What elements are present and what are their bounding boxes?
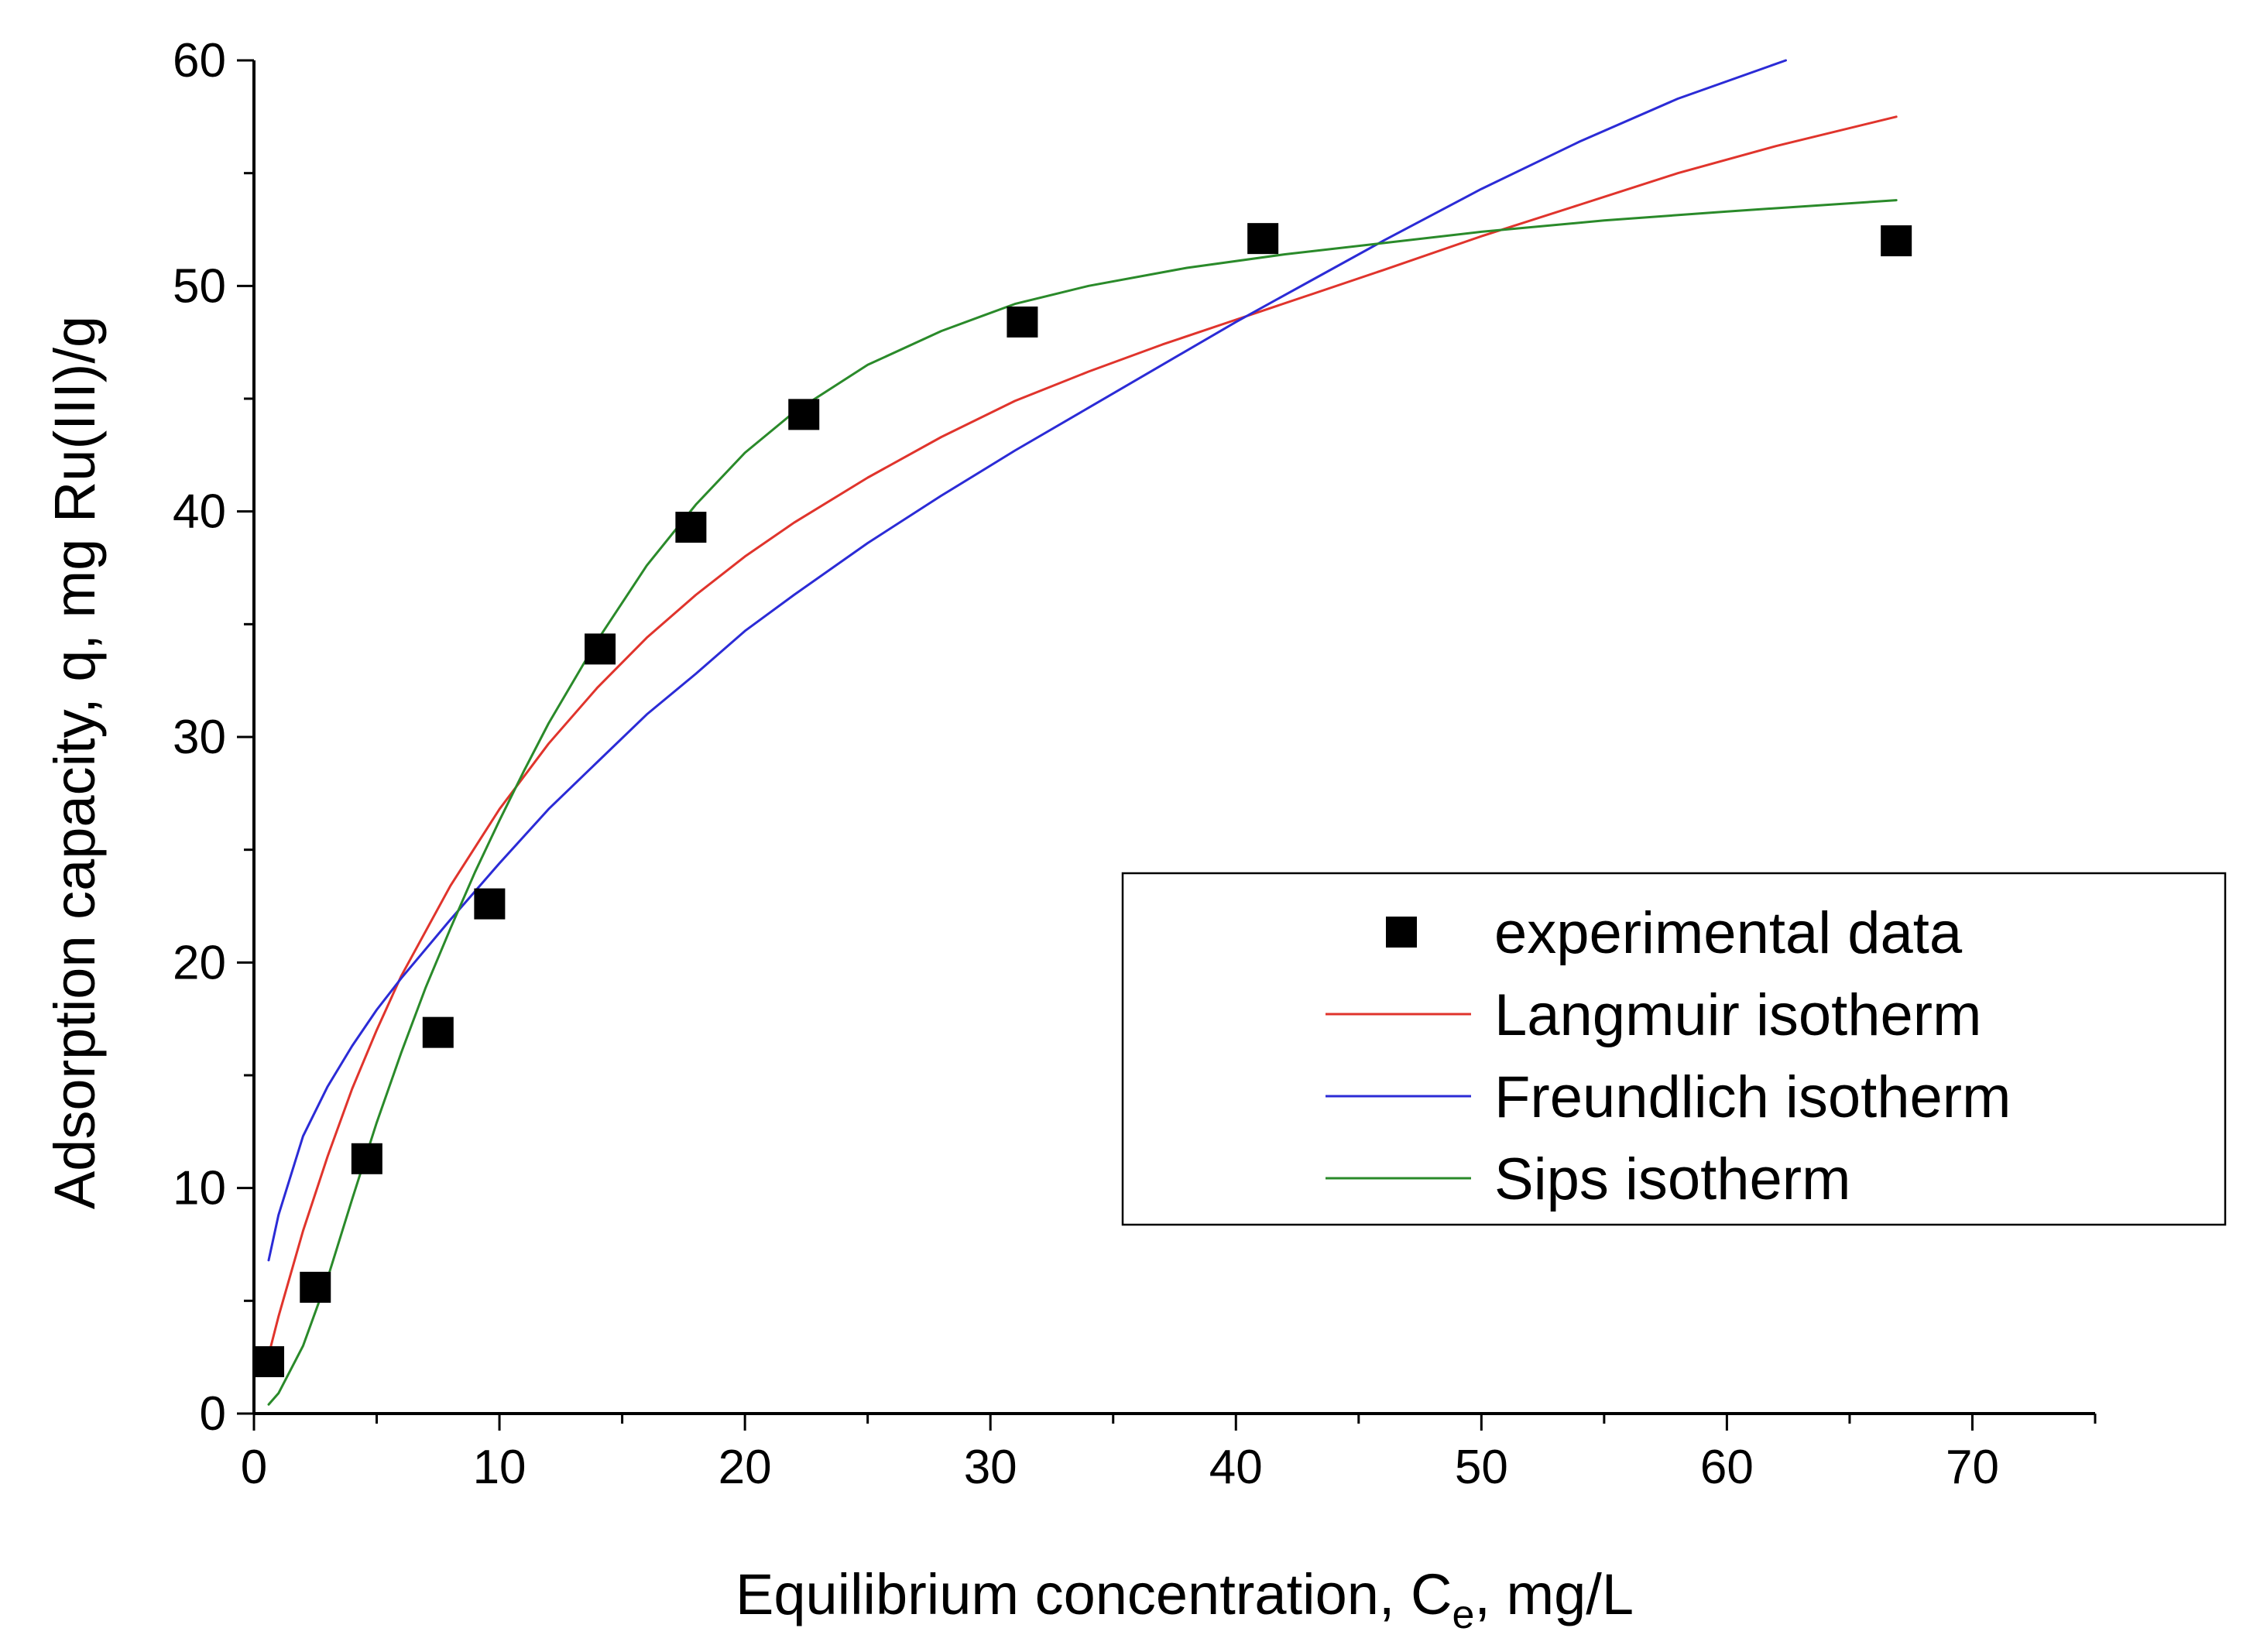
x-tick-label: 50 [1455, 1441, 1508, 1494]
x-tick-label: 10 [473, 1441, 526, 1494]
data-point [585, 633, 616, 665]
y-axis: 0 10 20 30 40 50 60 [173, 34, 256, 1441]
x-axis-title-subscript: e [1452, 1592, 1474, 1637]
x-axis: 0 10 20 30 40 50 60 70 [241, 1412, 2097, 1494]
legend-label-sips: Sips isotherm [1494, 1146, 1850, 1212]
legend-label-experimental-data: experimental data [1494, 900, 1963, 966]
x-axis-title: Equilibrium concentration, Ce, mg/L [736, 1562, 1634, 1637]
series-line-langmuir [267, 115, 1898, 1356]
data-point [1007, 306, 1038, 338]
x-axis-title-tail: , mg/L [1474, 1562, 1634, 1626]
data-point [1881, 225, 1912, 257]
y-tick-label: 50 [173, 259, 226, 313]
x-tick-label: 70 [1946, 1441, 1999, 1494]
legend-label-freundlich: Freundlich isotherm [1494, 1064, 2011, 1130]
data-point [422, 1016, 454, 1048]
x-tick-label: 0 [241, 1441, 267, 1494]
legend-box [1121, 872, 2227, 1226]
data-point [1247, 223, 1279, 255]
x-tick-label: 60 [1700, 1441, 1754, 1494]
legend-label-langmuir: Langmuir isotherm [1494, 982, 1981, 1048]
y-tick-label: 40 [173, 485, 226, 539]
x-tick-label: 20 [719, 1441, 772, 1494]
legend-marker-experimental-data [1386, 917, 1417, 948]
legend: experimental data Langmuir isotherm Freu… [1121, 872, 2227, 1226]
x-tick-label: 30 [964, 1441, 1017, 1494]
data-point [675, 512, 707, 543]
y-axis-title: Adsorption capacity, q, mg Ru(III)/g [43, 316, 107, 1209]
series-layer [253, 59, 1912, 1406]
y-tick-label: 0 [200, 1387, 226, 1441]
data-point [300, 1271, 331, 1303]
y-tick-label: 60 [173, 34, 226, 87]
data-point [788, 399, 820, 430]
x-axis-title-main: Equilibrium concentration, C [736, 1562, 1452, 1626]
y-tick-label: 30 [173, 711, 226, 764]
data-point [474, 888, 506, 920]
y-tick-label: 20 [173, 936, 226, 989]
data-point [351, 1143, 382, 1174]
y-tick-label: 10 [173, 1162, 226, 1215]
x-tick-label: 40 [1209, 1441, 1263, 1494]
series-line-freundlich [267, 59, 1787, 1262]
data-point [253, 1345, 285, 1377]
